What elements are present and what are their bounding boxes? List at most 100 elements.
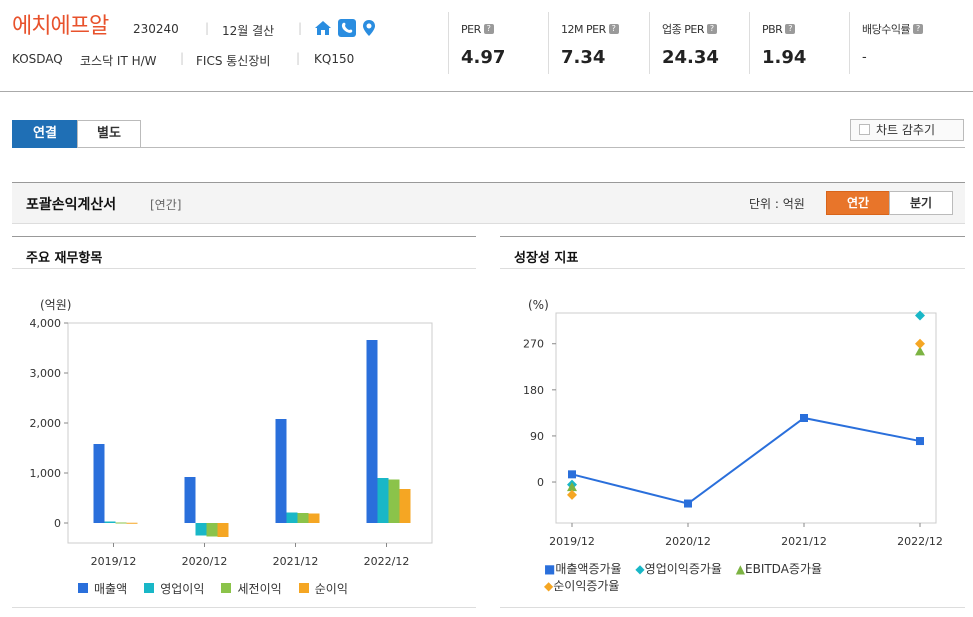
y-tick-label: 270 (523, 338, 544, 351)
kpi-label: 12M PER (561, 23, 606, 36)
legend-swatch (221, 583, 232, 593)
help-icon[interactable]: ? (483, 23, 494, 34)
bar-4 (399, 489, 411, 523)
unit-label: 단위 : 억원 (749, 197, 805, 211)
market-label: KOSDAQ (12, 52, 63, 66)
kpi-value: 1.94 (762, 47, 807, 68)
help-icon[interactable]: ? (913, 23, 924, 34)
legend-label: 영업이익 (160, 581, 205, 596)
y-tick-label: 0 (54, 517, 61, 530)
fiscal-month: 12월 결산 (222, 24, 275, 38)
data-point (568, 470, 576, 479)
y-tick-label: 0 (537, 476, 544, 489)
legend-label: 순이익증가율 (553, 579, 620, 593)
kpi-value: 4.97 (461, 47, 506, 68)
legend-swatch (298, 583, 309, 593)
bar-2 (104, 521, 116, 523)
chart-top-border (12, 236, 476, 237)
legend-label: 영업이익증가율 (644, 562, 722, 576)
kpi-label: 업종 PER (662, 23, 704, 36)
help-icon[interactable]: ? (785, 23, 796, 34)
bar-2 (377, 478, 389, 523)
chart-bottom-border (12, 607, 476, 608)
chart-title: 성장성 지표 (514, 251, 579, 266)
legend-swatch (78, 583, 88, 593)
kpi-divider (849, 12, 850, 74)
separator: | (205, 21, 210, 35)
y-tick-label: 1,000 (30, 467, 62, 480)
x-tick-label: 2022/12 (897, 535, 943, 548)
hide-chart-button[interactable]: 차트 감추기 (850, 119, 964, 141)
data-point (567, 482, 577, 492)
legend-item: 순이익 (298, 580, 348, 597)
data-point (684, 499, 692, 508)
legend-swatch (144, 583, 155, 593)
kpi-label: 배당수익률 (862, 23, 911, 36)
legend-item: 세전이익 (221, 580, 282, 597)
x-tick-label: 2020/12 (665, 535, 711, 548)
quarter-button[interactable]: 분기 (889, 191, 953, 215)
help-icon[interactable]: ? (706, 23, 717, 34)
tab-consolidated[interactable]: 연결 (12, 120, 78, 148)
section-title: 포괄손익계산서 (26, 197, 117, 213)
location-pin-icon[interactable] (362, 19, 376, 37)
y-tick-label: 180 (523, 384, 544, 397)
x-tick-label: 2021/12 (273, 555, 319, 568)
legend-item: 매출액 (78, 580, 127, 597)
data-point (567, 489, 577, 500)
bar-2 (286, 512, 298, 523)
chart-icon (859, 124, 870, 135)
kpi-divider (548, 12, 549, 74)
help-icon[interactable]: ? (608, 23, 619, 34)
chart2-legend: ■매출액증가율 ◆영업이익증가율 ▲EBITDA증가율 ◆순이익증가율 (544, 561, 964, 595)
legend-item: ◆영업이익증가율 (635, 562, 722, 576)
bar-3 (388, 479, 400, 523)
kpi-industry-per: 업종 PER? (662, 18, 717, 37)
kpi-value: 7.34 (561, 47, 606, 68)
data-point (800, 414, 808, 422)
kpi-pbr: PBR? (762, 18, 796, 37)
y-tick-label: 2,000 (30, 417, 62, 430)
annual-button[interactable]: 연간 (826, 191, 890, 215)
home-icon[interactable] (314, 20, 332, 36)
tab-separate[interactable]: 별도 (77, 120, 141, 148)
separator: | (296, 51, 301, 65)
stock-code: 230240 (133, 22, 179, 36)
legend-label: EBITDA증가율 (745, 562, 823, 576)
company-name: 에치에프알 (12, 14, 109, 39)
legend-marker-diamond: ◆ (635, 562, 645, 576)
separator: | (180, 51, 185, 65)
legend-item: ■매출액증가율 (544, 562, 622, 576)
chart1-legend: 매출액 영업이익 세전이익 순이익 (78, 578, 360, 597)
index-label: KQ150 (314, 52, 355, 66)
bar-3 (297, 513, 309, 523)
hide-chart-label: 차트 감추기 (876, 123, 936, 137)
legend-marker-square: ■ (544, 562, 556, 576)
chart-divider (500, 268, 965, 269)
data-point (916, 437, 924, 446)
y-tick-label: 3,000 (30, 367, 62, 380)
kpi-label: PER (461, 23, 481, 36)
chart-divider (12, 268, 476, 269)
fics-label: FICS 통신장비 (196, 54, 271, 68)
bar-1 (184, 477, 196, 523)
kpi-label: PBR (762, 23, 783, 36)
bar-3 (206, 523, 218, 537)
y-tick-label: 4,000 (30, 317, 62, 330)
chart-title: 주요 재무항목 (26, 251, 103, 266)
legend-item: 영업이익 (144, 580, 204, 597)
data-point (915, 346, 925, 356)
legend-marker-diamond: ◆ (544, 579, 554, 593)
legend-label: 순이익 (314, 581, 348, 596)
x-tick-label: 2021/12 (781, 535, 827, 548)
period-tag: [연간] (150, 198, 182, 212)
bar-4 (126, 522, 138, 524)
kpi-dividend-yield: 배당수익률? (862, 18, 924, 37)
phone-icon[interactable] (338, 19, 356, 37)
bar-3 (115, 522, 127, 524)
tab-underline (140, 147, 965, 148)
kpi-value: - (862, 50, 867, 65)
x-tick-label: 2019/12 (549, 535, 595, 548)
chart-top-border (500, 236, 965, 237)
plot-area (555, 312, 937, 524)
